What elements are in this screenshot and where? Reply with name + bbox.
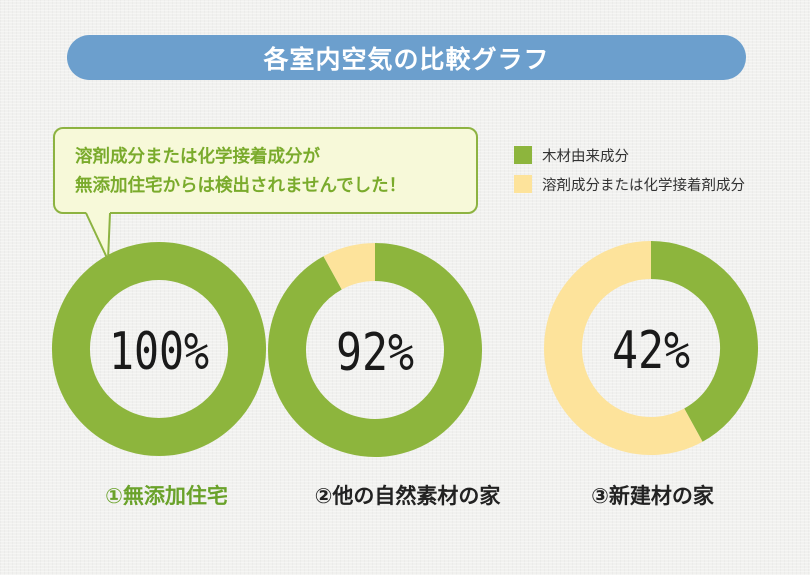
title-bar: 各室内空気の比較グラフ <box>67 35 746 80</box>
callout-line-2: 無添加住宅からは検出されませんでした！ <box>75 176 407 196</box>
legend-item-chemical: 溶剤成分または化学接着剤成分 <box>514 175 745 194</box>
category-label-2: ②他の自然素材の家 <box>314 484 501 508</box>
category-label-1: ①無添加住宅 <box>105 484 228 508</box>
callout-bubble: 溶剤成分または化学接着成分が 無添加住宅からは検出されませんでした！ <box>53 127 478 214</box>
donut-2-segment-chemical <box>323 243 376 290</box>
donut-2-segment-wood <box>268 243 482 457</box>
donut-1-value-label: 100% <box>109 322 209 382</box>
legend: 木材由来成分 溶剤成分または化学接着剤成分 <box>514 146 745 204</box>
category-label-3: ③新建材の家 <box>591 484 714 508</box>
legend-label-wood: 木材由来成分 <box>542 148 629 165</box>
legend-swatch-chemical <box>514 175 532 193</box>
chart-title: 各室内空気の比較グラフ <box>263 44 550 74</box>
donut-3-segment-wood <box>650 241 758 442</box>
donut-2-value-label: 92% <box>336 323 414 383</box>
donut-3-segment-chemical <box>544 241 703 455</box>
legend-item-wood: 木材由来成分 <box>514 146 745 165</box>
legend-swatch-wood <box>514 146 532 164</box>
donut-3-value-label: 42% <box>612 321 690 381</box>
donut-1-segment-wood <box>52 242 266 457</box>
callout-line-1: 溶剤成分または化学接着成分が <box>75 147 320 167</box>
legend-label-chemical: 溶剤成分または化学接着剤成分 <box>542 177 745 194</box>
